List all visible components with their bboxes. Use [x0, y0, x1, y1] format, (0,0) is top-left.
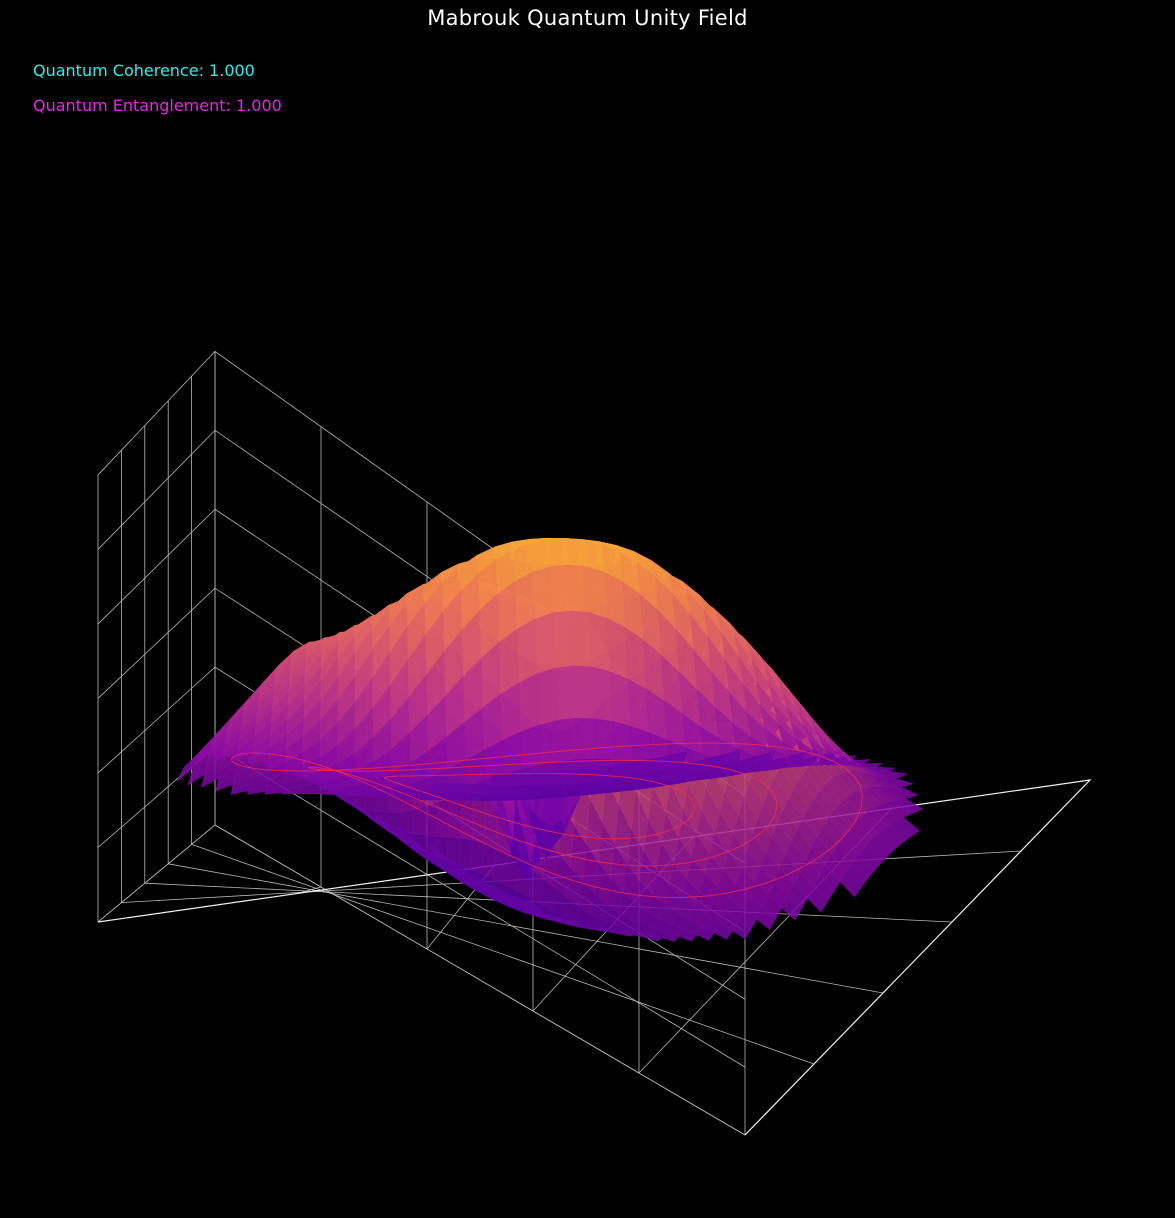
surface-facet [460, 793, 475, 841]
surface-facet [548, 770, 571, 786]
surface-facet [858, 763, 884, 768]
surface-facet [567, 768, 590, 785]
surface-facet [431, 781, 453, 794]
surface-facet [471, 793, 487, 844]
surface-facet [509, 772, 532, 787]
surface-facet [570, 610, 592, 668]
surface-facet [555, 665, 576, 721]
surface-facet [470, 839, 485, 875]
surface-facet [609, 671, 632, 727]
surface-facet [588, 612, 611, 672]
surface-facet [889, 778, 914, 786]
entanglement-value: 1.000 [236, 96, 282, 115]
surface-facet [591, 666, 613, 722]
surface-facet [434, 836, 449, 862]
surface-facet [535, 612, 556, 675]
surface-facet [490, 772, 512, 787]
contour-rings [230, 742, 863, 899]
surface-facet [752, 750, 777, 767]
quantum-entanglement-readout: Quantum Entanglement: 1.000 [33, 96, 282, 115]
surface-facet [538, 720, 560, 766]
surface-facet [458, 837, 473, 870]
surface-facet [606, 617, 629, 680]
contour-ring [307, 759, 778, 867]
surface-facet [894, 786, 919, 798]
coherence-label: Quantum Coherence [33, 61, 199, 80]
floor-gridline [168, 863, 884, 994]
surface-facet [470, 784, 491, 796]
surface-facet [593, 718, 616, 761]
surface-facet [550, 564, 572, 614]
surface-facet [518, 673, 540, 733]
surface-facet [400, 809, 414, 835]
surface-facet [871, 766, 896, 772]
surface-mesh [176, 537, 924, 942]
wall-gridline [97, 824, 746, 1136]
floor-gridline [191, 844, 815, 1065]
surface-facet [517, 618, 538, 684]
surface-facet [436, 797, 451, 838]
surface-facet [883, 770, 908, 777]
surface-facet [718, 749, 742, 768]
surface-facet [533, 566, 554, 620]
surface-facet [553, 610, 574, 669]
axis-edge [97, 779, 1092, 1136]
surface-facet [506, 795, 528, 801]
surface-facet [450, 782, 472, 795]
surface-facet [536, 667, 558, 726]
surface-facet [575, 718, 597, 760]
surface-facet [568, 564, 590, 613]
surface-facet [612, 721, 634, 763]
contour-ring [230, 742, 863, 899]
chart-title: Mabrouk Quantum Unity Field [427, 6, 748, 30]
surface-facet [557, 718, 579, 762]
contour-ring [384, 773, 696, 840]
surface-facet [896, 817, 921, 836]
surface-facet [487, 795, 509, 801]
surface-facet [899, 798, 924, 813]
surface-facet [515, 571, 536, 630]
quantum-coherence-readout: Quantum Coherence: 1.000 [33, 61, 255, 80]
surface-facet [573, 665, 595, 719]
surface-facet [586, 566, 608, 619]
entanglement-label: Quantum Entanglement [33, 96, 226, 115]
surface-facet [446, 836, 461, 866]
coherence-value: 1.000 [209, 61, 255, 80]
surface-facet [412, 805, 426, 836]
